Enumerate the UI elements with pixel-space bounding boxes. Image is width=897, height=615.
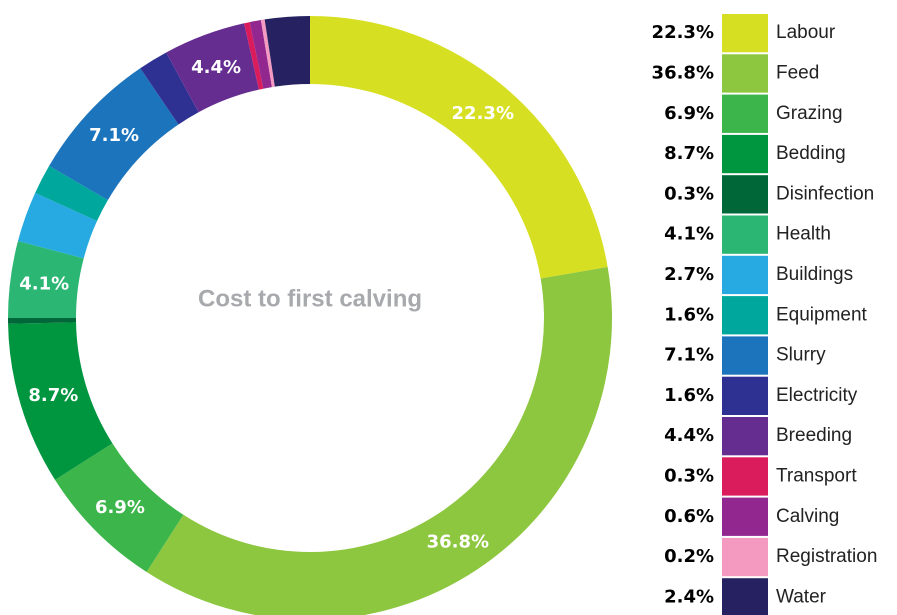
slice <box>249 20 272 89</box>
slice-label: 8.7% <box>28 385 78 406</box>
slice-label: 4.1% <box>19 274 69 295</box>
legend-swatch <box>722 457 768 496</box>
slice <box>8 318 77 324</box>
slice-label: 4.4% <box>191 57 241 78</box>
chart-title: Cost to first calving <box>198 285 422 312</box>
legend-value: 7.1% <box>664 345 714 366</box>
slice <box>17 192 98 259</box>
slice <box>244 22 264 90</box>
legend-label: Grazing <box>776 103 843 124</box>
legend-value: 1.6% <box>664 304 714 325</box>
legend-label: Breeding <box>776 425 852 446</box>
legend-swatch <box>722 14 768 53</box>
legend-swatch <box>722 497 768 536</box>
legend-swatch <box>722 578 768 615</box>
legend-swatch <box>722 336 768 375</box>
slice <box>264 16 310 87</box>
legend-swatch <box>722 255 768 295</box>
slice <box>55 443 184 572</box>
slice-label: 7.1% <box>89 125 139 146</box>
legend-swatch <box>722 134 768 174</box>
legend-value: 36.8% <box>652 62 714 83</box>
legend-label: Registration <box>776 546 877 567</box>
legend-value: 1.6% <box>664 385 714 406</box>
slice-label: 6.9% <box>95 497 145 518</box>
legend-label: Labour <box>776 22 836 43</box>
legend-swatch <box>722 94 768 133</box>
legend-swatch <box>722 175 768 214</box>
legend-swatch <box>722 215 768 254</box>
slice-label: 22.3% <box>452 103 514 124</box>
legend-value: 0.2% <box>664 546 714 567</box>
legend-value: 2.7% <box>664 264 714 285</box>
legend-value: 6.9% <box>664 103 714 124</box>
legend-value: 8.7% <box>664 143 714 164</box>
legend-value: 22.3% <box>652 22 714 43</box>
legend-label: Transport <box>776 465 857 486</box>
slice <box>8 241 84 318</box>
legend-label: Buildings <box>776 264 853 285</box>
legend-swatch <box>722 54 768 93</box>
legend-label: Electricity <box>776 385 858 406</box>
slice <box>140 52 199 125</box>
legend-swatch <box>722 376 768 415</box>
legend-swatch <box>722 296 768 335</box>
slice <box>49 68 179 201</box>
legend-value: 0.3% <box>664 465 714 486</box>
legend-label: Slurry <box>776 345 826 366</box>
slice <box>310 16 608 279</box>
slice <box>166 23 259 113</box>
slice <box>35 165 108 222</box>
legend-value: 2.4% <box>664 586 714 607</box>
legend-value: 4.1% <box>664 224 714 245</box>
legend-label: Equipment <box>776 304 868 325</box>
legend-label: Disinfection <box>776 183 874 204</box>
slice <box>146 267 612 615</box>
legend-label: Health <box>776 224 831 245</box>
legend-label: Calving <box>776 506 839 527</box>
legend-swatch <box>722 537 768 577</box>
slice <box>260 19 275 88</box>
slice <box>8 322 113 480</box>
legend-label: Feed <box>776 62 819 83</box>
legend-value: 0.6% <box>664 506 714 527</box>
legend-label: Bedding <box>776 143 846 164</box>
legend-swatch <box>722 417 768 456</box>
legend-value: 4.4% <box>664 425 714 446</box>
legend-label: Water <box>776 586 827 607</box>
slice-label: 36.8% <box>427 532 489 553</box>
legend-value: 0.3% <box>664 183 714 204</box>
